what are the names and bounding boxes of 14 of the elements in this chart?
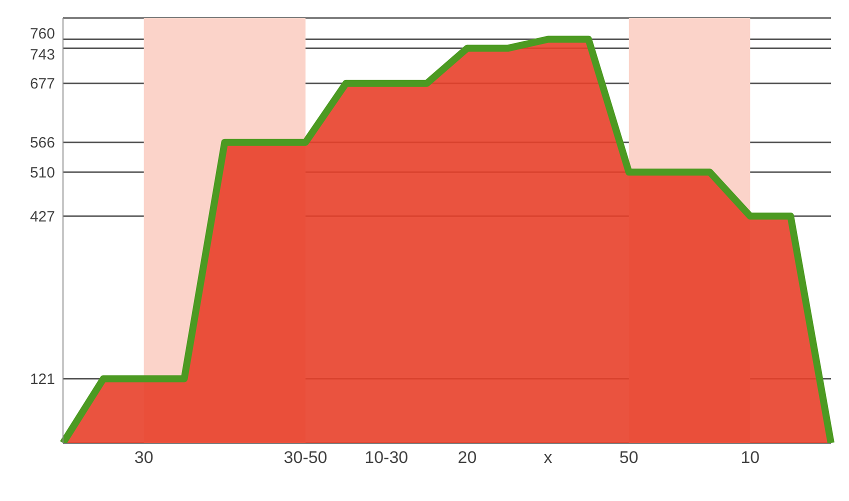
y-tick-label: 566 xyxy=(30,134,55,152)
x-tick-label: 20 xyxy=(458,448,477,468)
x-tick-label: x xyxy=(544,448,553,468)
x-tick-label: 10 xyxy=(740,448,760,468)
y-tick-label: 510 xyxy=(30,164,55,182)
y-tick-label: 760 xyxy=(30,26,55,42)
y-tick-label: 121 xyxy=(30,370,55,388)
y-tick-label: 743 xyxy=(30,46,55,64)
x-tick-label: 30 xyxy=(134,448,154,468)
x-tick-label: 30-50 xyxy=(284,448,328,468)
y-tick-label: 677 xyxy=(30,76,55,93)
y-tick-label: 427 xyxy=(30,208,55,226)
x-tick-label: 10-30 xyxy=(364,448,408,468)
x-tick-label: 50 xyxy=(619,448,638,468)
